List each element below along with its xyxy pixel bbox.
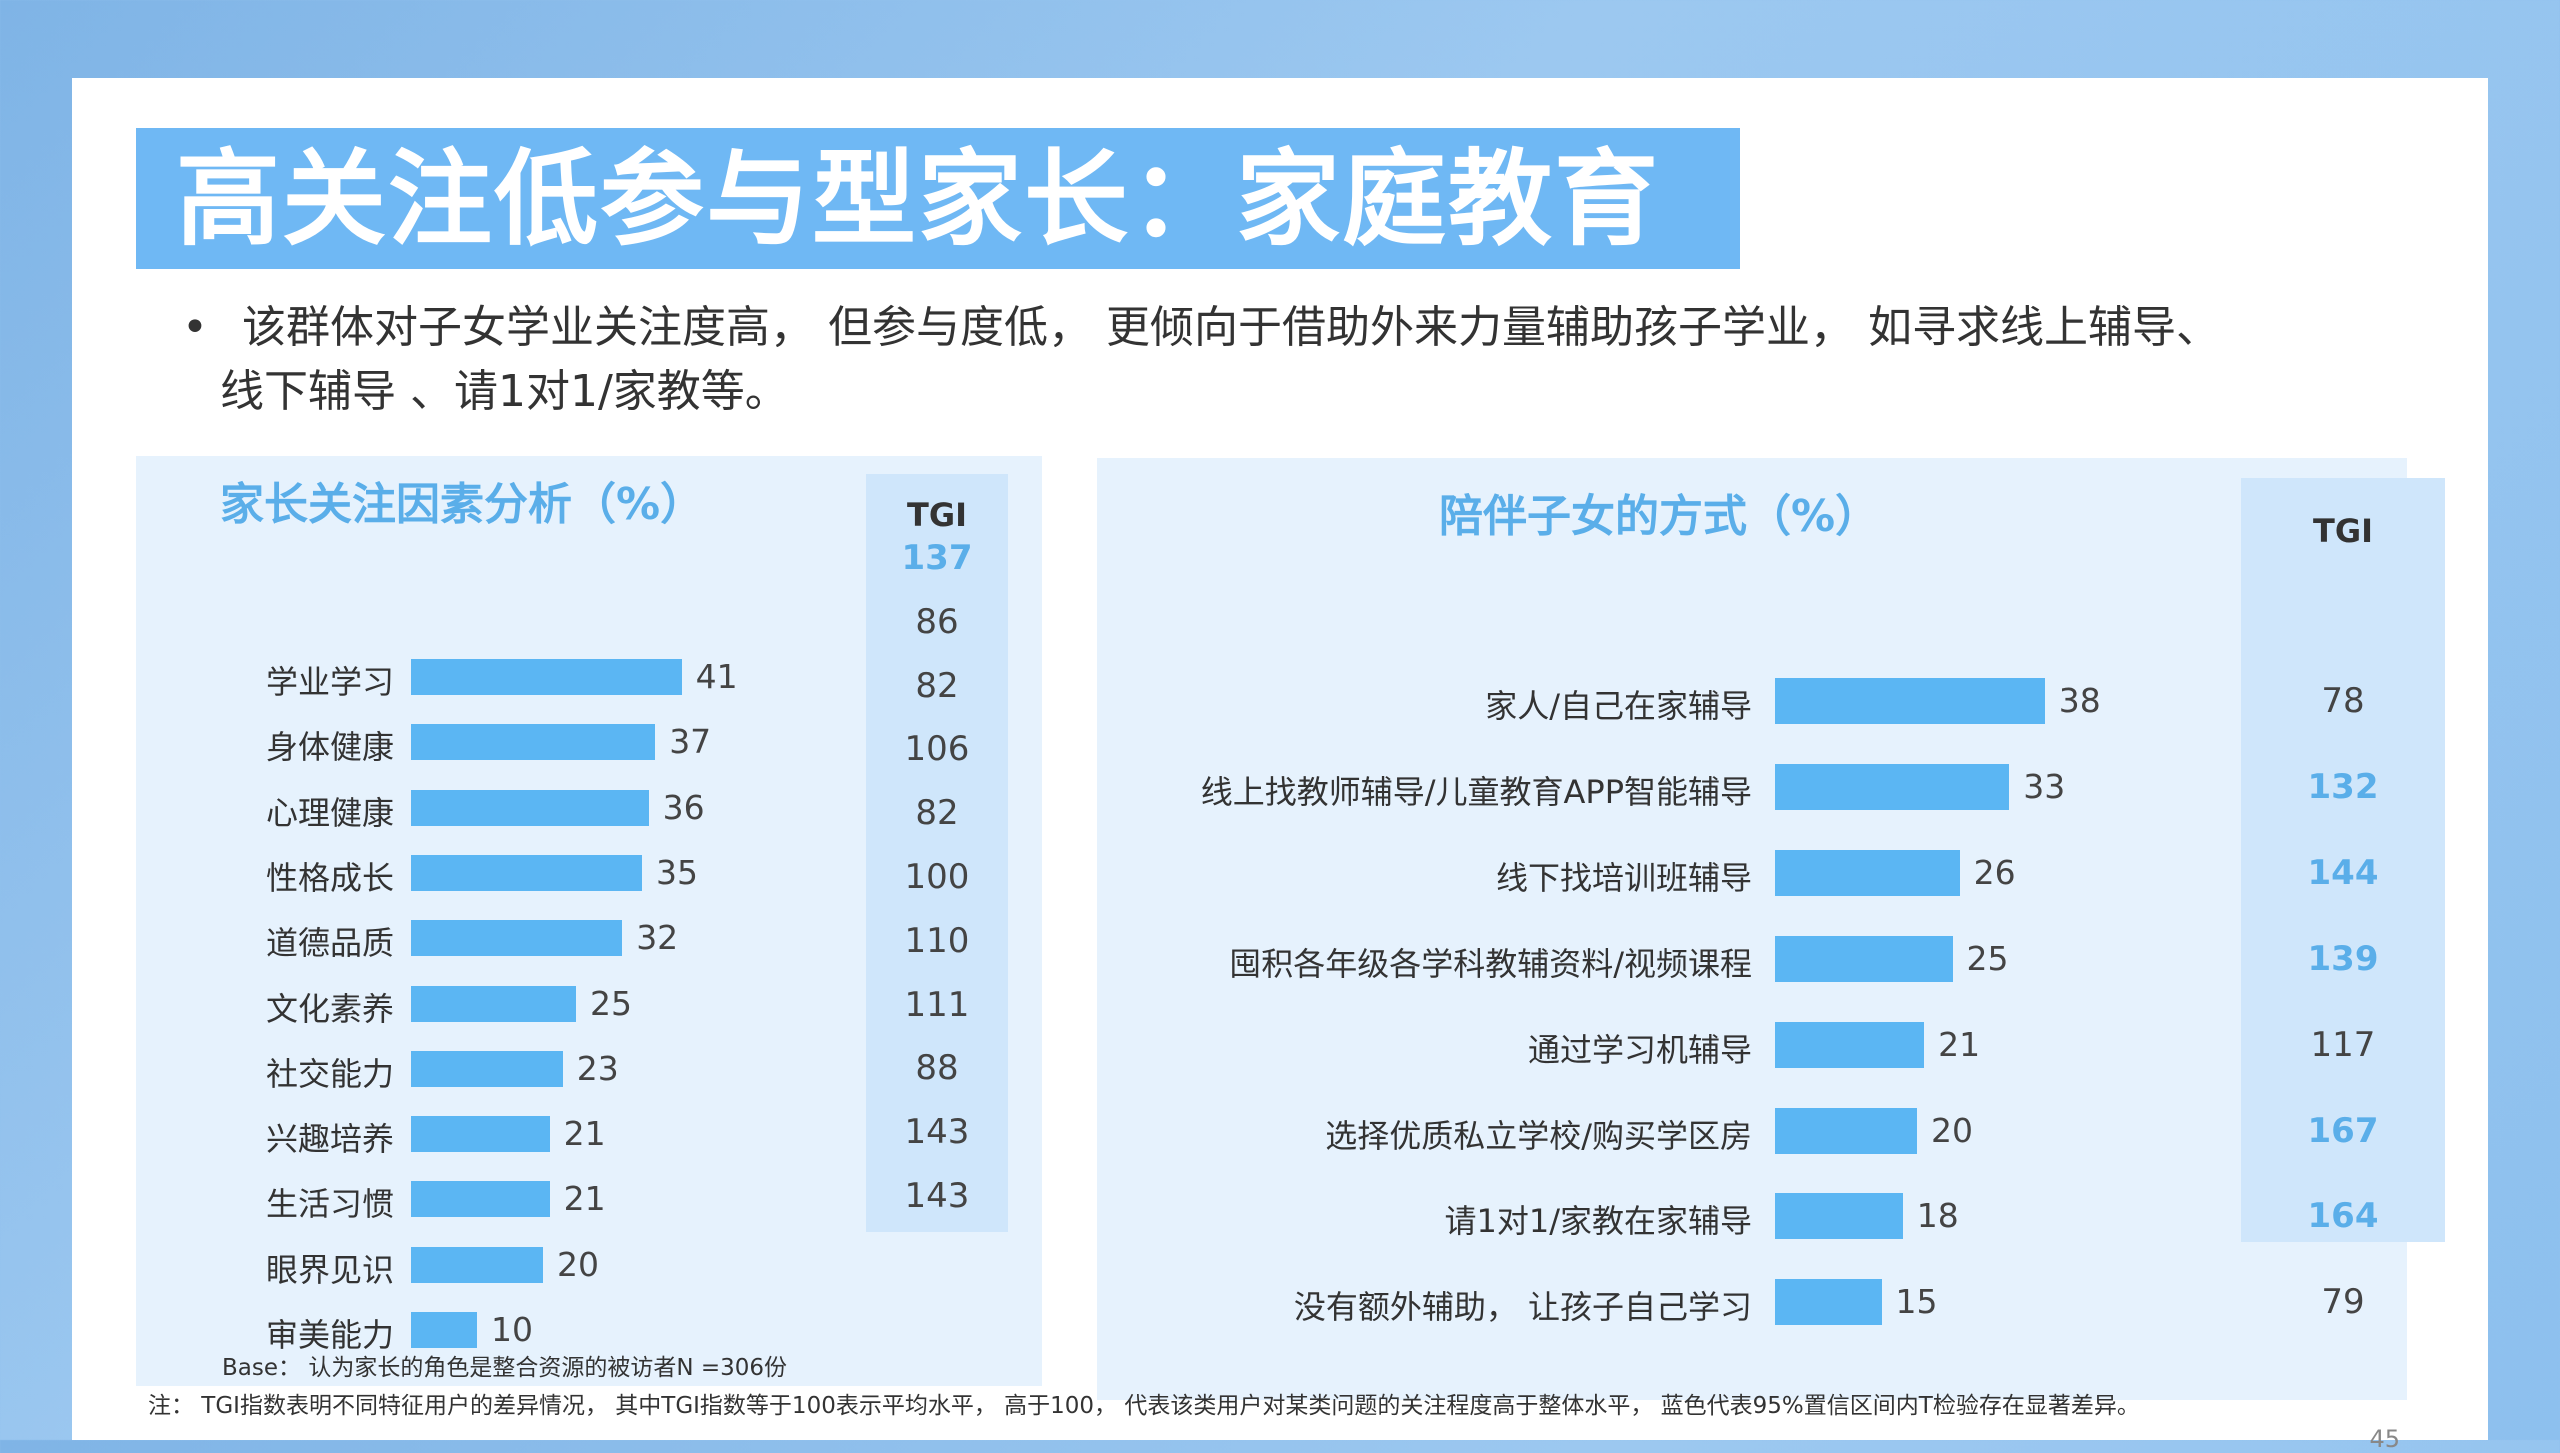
tgi-value: 110 bbox=[904, 920, 970, 961]
bar bbox=[1775, 1279, 1882, 1326]
category-label: 生活习惯 bbox=[265, 1185, 394, 1224]
bar-value-label: 20 bbox=[557, 1244, 599, 1284]
bar bbox=[1775, 1193, 1903, 1240]
bar bbox=[411, 724, 656, 761]
bar bbox=[1775, 849, 1960, 896]
bar-value-label: 21 bbox=[563, 1114, 606, 1154]
tgi-footnote: 注： TGI指数表明不同特征用户的差异情况， 其中TGI指数等于100表示平均水… bbox=[148, 1393, 2140, 1419]
bar-value-label: 33 bbox=[2023, 766, 2066, 806]
category-label: 兴趣培养 bbox=[265, 1120, 394, 1159]
category-label: 囤积各年级各学科教辅资料/视频课程 bbox=[1229, 944, 1752, 983]
tgi-value: 82 bbox=[915, 793, 959, 834]
slide: 高关注低参与型家长：家庭教育 • 该群体对子女学业关注度高， 但参与度低， 更倾… bbox=[72, 78, 2488, 1453]
bar-value-label: 35 bbox=[656, 852, 698, 892]
tgi-value: 86 bbox=[915, 601, 959, 642]
bar-value-label: 26 bbox=[1973, 852, 2016, 892]
tgi-value: 164 bbox=[2307, 1196, 2379, 1237]
summary-line-1: 该群体对子女学业关注度高， 但参与度低， 更倾向于借助外来力量辅助孩子学业， 如… bbox=[242, 302, 2220, 353]
bar-value-label: 36 bbox=[662, 787, 705, 827]
bar-value-label: 38 bbox=[2058, 681, 2101, 720]
category-label: 没有额外辅助， 让孩子自己学习 bbox=[1293, 1288, 1752, 1327]
tgi-header-right: TGI bbox=[2313, 512, 2373, 550]
tgi-value: 167 bbox=[2307, 1110, 2379, 1151]
tgi-value: 88 bbox=[915, 1048, 959, 1089]
bar-value-label: 10 bbox=[491, 1310, 533, 1349]
category-label: 身体健康 bbox=[265, 728, 394, 767]
tgi-value: 143 bbox=[904, 1176, 970, 1216]
bar bbox=[411, 1050, 563, 1087]
bar bbox=[411, 1181, 550, 1218]
category-label: 性格成长 bbox=[265, 858, 394, 897]
category-label: 文化素养 bbox=[265, 989, 394, 1028]
tgi-value: 82 bbox=[915, 665, 959, 706]
category-label: 线上找教师辅导/儿童教育APP智能辅导 bbox=[1200, 772, 1752, 811]
bar bbox=[411, 1246, 543, 1283]
category-label: 审美能力 bbox=[265, 1316, 394, 1354]
category-label: 线下找培训班辅导 bbox=[1495, 858, 1752, 897]
category-label: 家人/自己在家辅导 bbox=[1485, 687, 1752, 725]
tgi-value: 117 bbox=[2310, 1024, 2376, 1065]
category-label: 道德品质 bbox=[265, 924, 394, 963]
category-label: 眼界见识 bbox=[265, 1250, 394, 1289]
category-label: 社交能力 bbox=[265, 1054, 394, 1093]
title-banner bbox=[136, 128, 1740, 269]
bar bbox=[411, 659, 682, 695]
tgi-column-right: TGI 78 132 144 139 117 167 164 79 bbox=[2241, 478, 2445, 1322]
bar-value-label: 25 bbox=[1966, 938, 2009, 978]
bar-value-label: 41 bbox=[695, 657, 738, 696]
tgi-value: 144 bbox=[2307, 852, 2379, 893]
bar-value-label: 18 bbox=[1916, 1196, 1959, 1236]
tgi-column-left: TGI 137 86 82 106 82 100 110 111 88 143 143 bbox=[866, 474, 1008, 1232]
chart-panel-companion-methods: 陪伴子女的方式（%） TGI 78 132 144 139 117 167 164 79 家人… bbox=[1097, 458, 2445, 1400]
tgi-value: 137 bbox=[901, 538, 973, 578]
category-label: 心理健康 bbox=[265, 793, 394, 832]
tgi-value: 143 bbox=[904, 1112, 970, 1153]
bar-value-label: 23 bbox=[576, 1048, 619, 1088]
category-label: 选择优质私立学校/购买学区房 bbox=[1325, 1116, 1752, 1155]
page-title: 高关注低参与型家长：家庭教育 bbox=[176, 138, 1661, 260]
chart-title-companion-methods: 陪伴子女的方式（%） bbox=[1439, 491, 1880, 542]
tgi-header-left: TGI bbox=[907, 496, 967, 534]
tgi-value: 100 bbox=[904, 857, 970, 897]
category-label: 通过学习机辅导 bbox=[1527, 1030, 1752, 1069]
bar bbox=[1775, 1107, 1917, 1154]
base-note: Base： 认为家长的角色是整合资源的被访者N =306份 bbox=[222, 1355, 788, 1381]
category-label: 请1对1/家教在家辅导 bbox=[1444, 1202, 1752, 1241]
bar bbox=[411, 985, 576, 1022]
bullet-dot: • bbox=[182, 302, 208, 353]
bar bbox=[1775, 763, 2010, 810]
chart-panel-concern-factors: 家长关注因素分析（%） TGI 137 86 82 106 82 100 110 111 88 1… bbox=[136, 456, 1042, 1386]
bar-value-label: 21 bbox=[1938, 1024, 1981, 1064]
bar-value-label: 15 bbox=[1895, 1282, 1938, 1322]
bar-value-label: 21 bbox=[563, 1179, 606, 1219]
bar bbox=[411, 1116, 550, 1153]
bar bbox=[411, 920, 623, 957]
tgi-value: 106 bbox=[904, 729, 970, 770]
chart-title-concern-factors: 家长关注因素分析（%） bbox=[220, 479, 705, 530]
bar bbox=[411, 854, 642, 891]
summary-line-2: 线下辅导 、请1对1/家教等。 bbox=[220, 366, 789, 417]
bar-value-label: 25 bbox=[590, 983, 632, 1023]
tgi-value: 132 bbox=[2307, 766, 2379, 807]
tgi-value: 139 bbox=[2307, 938, 2379, 979]
tgi-value: 79 bbox=[2321, 1282, 2365, 1323]
bar bbox=[1775, 678, 2045, 724]
bar-value-label: 32 bbox=[636, 918, 679, 958]
bar bbox=[1775, 1021, 1925, 1068]
bar bbox=[411, 789, 649, 826]
page-number: 45 bbox=[2369, 1425, 2400, 1453]
tgi-value: 78 bbox=[2321, 681, 2365, 721]
bar bbox=[1775, 935, 1953, 982]
bar-value-label: 37 bbox=[669, 722, 712, 762]
category-label: 学业学习 bbox=[265, 663, 394, 701]
bar bbox=[411, 1312, 477, 1348]
tgi-value: 111 bbox=[904, 984, 970, 1025]
bar-value-label: 20 bbox=[1931, 1110, 1973, 1150]
